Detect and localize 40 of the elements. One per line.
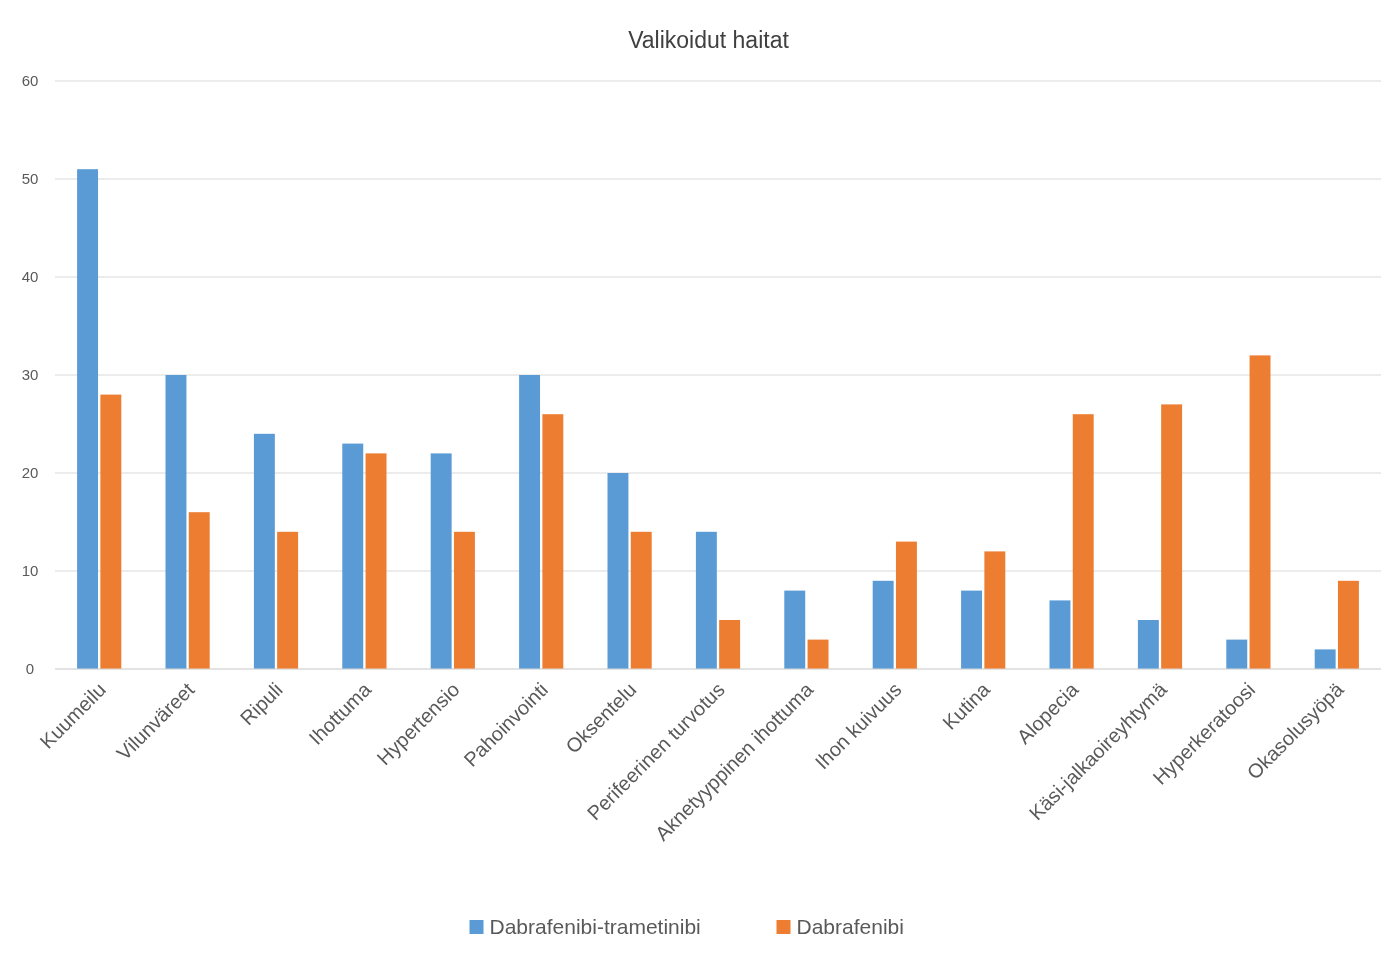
bar	[607, 473, 629, 669]
legend-label: Dabrafenibi	[796, 915, 904, 938]
legend-label: Dabrafenibi-trametinibi	[489, 915, 701, 938]
bar	[100, 394, 122, 669]
bar	[430, 453, 452, 669]
bar	[872, 580, 894, 669]
bar	[1137, 620, 1159, 669]
bar	[365, 453, 387, 669]
y-tick-label: 60	[21, 72, 39, 89]
bar	[895, 541, 917, 669]
bar	[342, 443, 364, 669]
bar	[277, 531, 299, 669]
y-tick-label: 30	[21, 366, 39, 383]
y-tick-label: 50	[21, 170, 39, 187]
bar	[165, 375, 187, 669]
y-tick-label: 40	[21, 268, 39, 285]
y-tick-label: 0	[25, 660, 35, 677]
bar	[719, 620, 741, 669]
bar	[984, 551, 1006, 669]
bar	[1314, 649, 1336, 669]
y-tick-label: 10	[21, 562, 39, 579]
bar	[630, 531, 652, 669]
y-tick-label: 20	[21, 464, 39, 481]
bar	[1049, 600, 1071, 669]
bar	[1072, 414, 1094, 669]
bar	[519, 375, 541, 669]
bar	[784, 590, 806, 669]
bar	[542, 414, 564, 669]
chart-title: Valikoidut haitat	[628, 27, 790, 53]
bar	[188, 512, 210, 669]
bar	[807, 639, 829, 669]
bar	[453, 531, 475, 669]
bar	[1337, 580, 1359, 669]
bar	[77, 169, 99, 669]
bar	[253, 433, 275, 669]
bar	[1161, 404, 1183, 669]
bar	[961, 590, 983, 669]
bar	[1226, 639, 1248, 669]
bar	[1249, 355, 1271, 669]
bar	[695, 531, 717, 669]
